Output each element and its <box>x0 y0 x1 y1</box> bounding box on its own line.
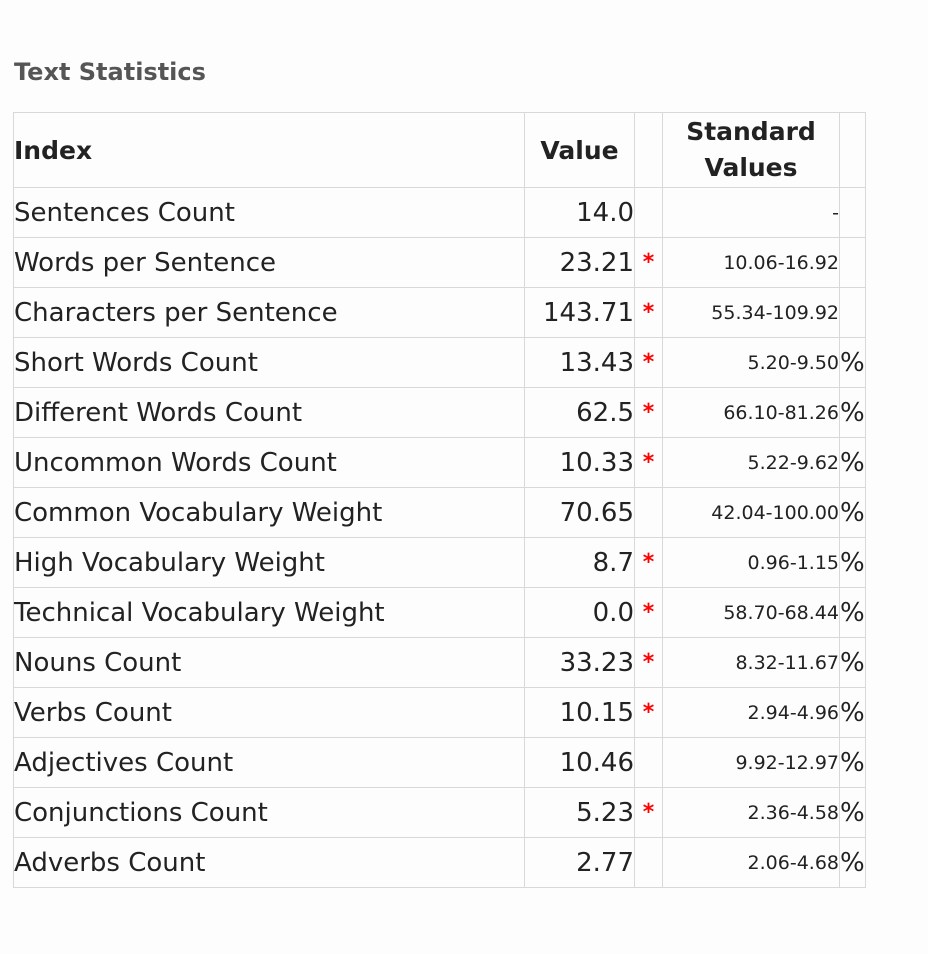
row-flag-asterisk: * <box>634 587 663 638</box>
table-row: Sentences Count 14.0- <box>13 187 866 238</box>
row-index-label: Common Vocabulary Weight <box>13 487 525 538</box>
row-standard-range: 0.96-1.15 <box>662 537 840 588</box>
row-standard-range: 5.22-9.62 <box>662 437 840 488</box>
row-unit: % <box>839 337 866 388</box>
table-row: Adverbs Count 2.77 2.06-4.68% <box>13 837 866 888</box>
row-flag-asterisk <box>634 487 663 538</box>
row-unit: % <box>839 537 866 588</box>
row-flag-asterisk: * <box>634 437 663 488</box>
row-value: 23.21 <box>524 237 635 288</box>
table-row: Verbs Count 10.15 * 2.94-4.96% <box>13 687 866 738</box>
row-unit: % <box>839 587 866 638</box>
row-unit: % <box>839 637 866 688</box>
row-unit: % <box>839 487 866 538</box>
row-value: 8.7 <box>524 537 635 588</box>
row-index-label: Different Words Count <box>13 387 525 438</box>
row-standard-range: 2.94-4.96 <box>662 687 840 738</box>
row-index-label: Conjunctions Count <box>13 787 525 838</box>
header-standard-line1: Standard <box>686 117 816 146</box>
header-flag <box>634 112 663 188</box>
table-row: Common Vocabulary Weight 70.65 42.04-100.0… <box>13 487 866 538</box>
table-row: Short Words Count 13.43 * 5.20-9.50% <box>13 337 866 388</box>
row-standard-range: 8.32-11.67 <box>662 637 840 688</box>
row-index-label: Short Words Count <box>13 337 525 388</box>
header-unit <box>839 112 866 188</box>
row-unit: % <box>839 837 866 888</box>
row-flag-asterisk: * <box>634 287 663 338</box>
row-unit: % <box>839 687 866 738</box>
row-standard-range: 5.20-9.50 <box>662 337 840 388</box>
table-row: Technical Vocabulary Weight 0.0 * 58.70-68.… <box>13 587 866 638</box>
row-flag-asterisk: * <box>634 687 663 738</box>
row-index-label: Technical Vocabulary Weight <box>13 587 525 638</box>
row-standard-range: 10.06-16.92 <box>662 237 840 288</box>
table-row: High Vocabulary Weight 8.7 * 0.96-1.15% <box>13 537 866 588</box>
header-standard-values: Standard Values <box>662 112 840 188</box>
row-flag-asterisk: * <box>634 637 663 688</box>
row-value: 14.0 <box>524 187 635 238</box>
row-flag-asterisk <box>634 837 663 888</box>
row-standard-range: 2.36-4.58 <box>662 787 840 838</box>
table-row: Conjunctions Count 5.23 * 2.36-4.58% <box>13 787 866 838</box>
row-unit <box>839 287 866 338</box>
row-unit: % <box>839 387 866 438</box>
row-value: 143.71 <box>524 287 635 338</box>
row-index-label: Uncommon Words Count <box>13 437 525 488</box>
table-row: Different Words Count 62.5 * 66.10-81.26% <box>13 387 866 438</box>
row-value: 2.77 <box>524 837 635 888</box>
table-row: Words per Sentence 23.21 * 10.06-16.92 <box>13 237 866 288</box>
table-row: Uncommon Words Count 10.33 * 5.22-9.62% <box>13 437 866 488</box>
row-standard-range: 66.10-81.26 <box>662 387 840 438</box>
header-standard-line2: Values <box>704 153 798 182</box>
row-index-label: Verbs Count <box>13 687 525 738</box>
row-value: 13.43 <box>524 337 635 388</box>
row-standard-range: 55.34-109.92 <box>662 287 840 338</box>
table-row: Adjectives Count 10.46 9.92-12.97% <box>13 737 866 788</box>
row-flag-asterisk: * <box>634 237 663 288</box>
table-header-row: Index Value Standard Values <box>13 112 866 188</box>
header-index: Index <box>13 112 525 188</box>
row-value: 70.65 <box>524 487 635 538</box>
table-row: Nouns Count 33.23 * 8.32-11.67% <box>13 637 866 688</box>
row-index-label: Nouns Count <box>13 637 525 688</box>
row-standard-range: 9.92-12.97 <box>662 737 840 788</box>
row-unit: % <box>839 787 866 838</box>
row-index-label: Sentences Count <box>13 187 525 238</box>
row-unit: % <box>839 737 866 788</box>
row-flag-asterisk: * <box>634 787 663 838</box>
row-value: 0.0 <box>524 587 635 638</box>
row-index-label: Words per Sentence <box>13 237 525 288</box>
row-flag-asterisk: * <box>634 337 663 388</box>
row-value: 10.15 <box>524 687 635 738</box>
row-standard-range: - <box>662 187 840 238</box>
row-flag-asterisk: * <box>634 537 663 588</box>
row-flag-asterisk: * <box>634 387 663 438</box>
row-standard-range: 2.06-4.68 <box>662 837 840 888</box>
row-unit: % <box>839 437 866 488</box>
row-index-label: Characters per Sentence <box>13 287 525 338</box>
header-value: Value <box>524 112 635 188</box>
text-statistics-table: Index Value Standard Values Sentences Co… <box>13 112 866 888</box>
row-index-label: Adjectives Count <box>13 737 525 788</box>
row-value: 5.23 <box>524 787 635 838</box>
row-index-label: Adverbs Count <box>13 837 525 888</box>
row-flag-asterisk <box>634 187 663 238</box>
row-standard-range: 58.70-68.44 <box>662 587 840 638</box>
row-index-label: High Vocabulary Weight <box>13 537 525 588</box>
row-value: 10.33 <box>524 437 635 488</box>
row-unit <box>839 237 866 288</box>
page-title: Text Statistics <box>14 58 206 86</box>
table-row: Characters per Sentence 143.71 * 55.34-109.… <box>13 287 866 338</box>
row-value: 33.23 <box>524 637 635 688</box>
row-unit <box>839 187 866 238</box>
row-flag-asterisk <box>634 737 663 788</box>
row-standard-range: 42.04-100.00 <box>662 487 840 538</box>
row-value: 10.46 <box>524 737 635 788</box>
row-value: 62.5 <box>524 387 635 438</box>
